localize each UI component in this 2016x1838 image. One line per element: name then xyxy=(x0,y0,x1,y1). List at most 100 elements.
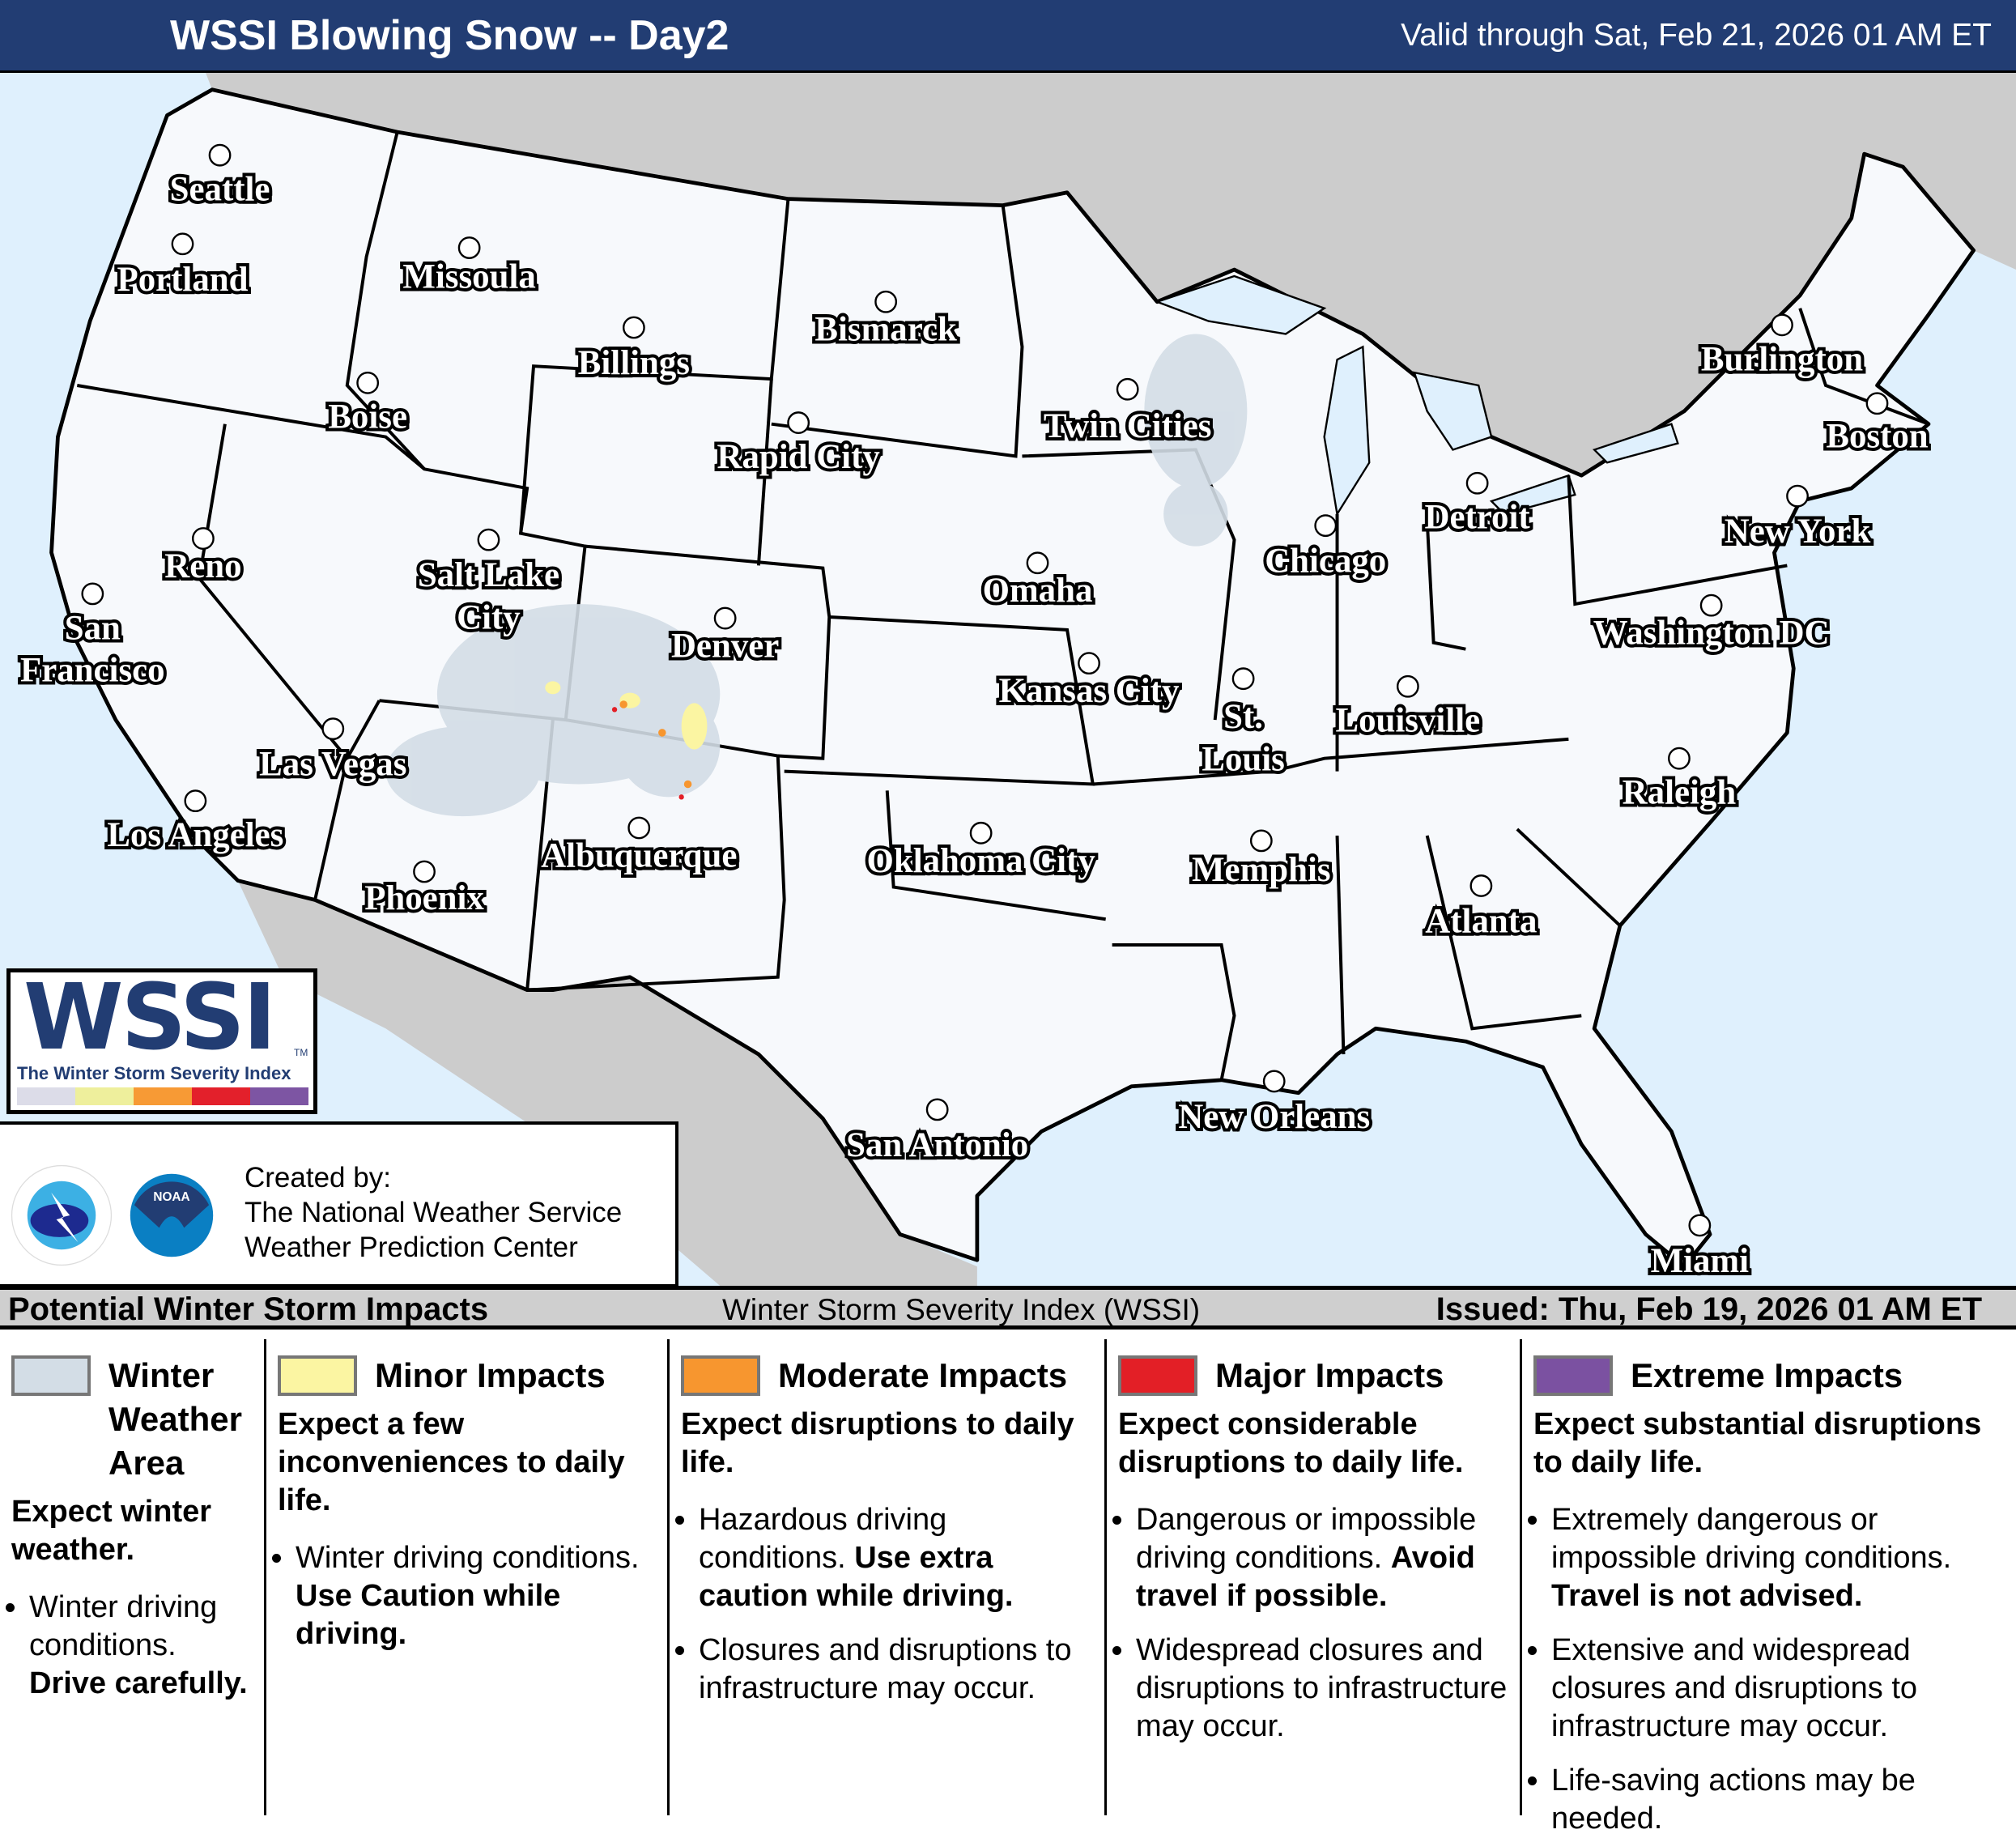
city-label: Atlanta xyxy=(1425,902,1537,940)
legend-swatch xyxy=(681,1355,760,1396)
city-label: Bismarck xyxy=(814,311,957,349)
wssi-logo: WSSI TM The Winter Storm Severity Index xyxy=(6,968,317,1114)
legend-column-minor-impacts: Minor Impacts Expect a few inconveniences… xyxy=(266,1339,670,1815)
legend-bullet: Winter driving conditions. Drive careful… xyxy=(29,1589,259,1703)
city-dot-icon xyxy=(457,236,481,259)
legend-heading: Potential Winter Storm Impacts xyxy=(8,1291,489,1327)
legend-category: Moderate Impacts xyxy=(778,1356,1068,1394)
city-san-francisco: San Francisco xyxy=(17,582,168,693)
city-reno: Reno xyxy=(161,527,245,589)
strip-swatch xyxy=(192,1087,250,1105)
legend-swatch xyxy=(278,1355,357,1396)
legend-bullet: Closures and disruptions to infrastructu… xyxy=(699,1632,1099,1708)
city-phoenix: Phoenix xyxy=(361,860,487,921)
city-dot-icon xyxy=(1396,674,1419,698)
legend-column-major-impacts: Major Impacts Expect considerable disrupt… xyxy=(1107,1339,1522,1815)
city-boise: Boise xyxy=(325,371,410,440)
bullet-text: Extremely dangerous or impossible drivin… xyxy=(1551,1503,1952,1575)
city-dot-icon xyxy=(1078,652,1100,675)
credit-box: NOAA Created by: The National Weather Se… xyxy=(0,1121,678,1287)
city-missoula: Missoula xyxy=(399,236,539,300)
city-dot-icon xyxy=(413,860,436,883)
city-label: Twin Cities xyxy=(1044,407,1212,445)
legend-category: Winter Weather Area xyxy=(108,1356,242,1482)
city-label: Louis xyxy=(1202,740,1284,778)
bullet-text: Winter driving conditions. xyxy=(29,1590,218,1662)
city-seattle: Seattle xyxy=(167,143,273,212)
bullet-text: Closures and disruptions to infrastructu… xyxy=(699,1633,1072,1705)
legend-category: Major Impacts xyxy=(1215,1356,1444,1394)
city-dot-icon xyxy=(1699,594,1723,617)
city-label: Oklahoma City xyxy=(867,842,1096,880)
city-new-york: New York xyxy=(1721,484,1874,554)
city-dot-icon xyxy=(192,527,215,550)
city-label: New York xyxy=(1725,513,1871,551)
city-burlington: Burlington xyxy=(1698,313,1866,381)
city-label: Kansas City xyxy=(999,672,1180,710)
city-dot-icon xyxy=(1231,667,1255,691)
city-label: Denver xyxy=(671,628,779,666)
city-dot-icon xyxy=(622,316,645,339)
color-strip xyxy=(17,1087,308,1105)
legend-column-extreme-impacts: Extreme Impacts Expect substantial disrup… xyxy=(1522,1339,2016,1836)
city-label: Francisco xyxy=(20,652,165,690)
city-twin-cities: Twin Cities xyxy=(1040,377,1214,449)
legend-column-moderate-impacts: Moderate Impacts Expect disruptions to da… xyxy=(670,1339,1107,1815)
city-kansas-city: Kansas City xyxy=(996,652,1183,713)
city-dot-icon xyxy=(81,582,104,606)
strip-swatch xyxy=(75,1087,134,1105)
city-label: City xyxy=(457,599,521,637)
credit-text: Created by: The National Weather Service… xyxy=(245,1160,622,1265)
city-label: Missoula xyxy=(402,258,535,296)
city-denver: Denver xyxy=(668,606,782,668)
legend-column-winter-weather-area: Winter Weather Area Expect winter weather… xyxy=(0,1339,266,1815)
city-dot-icon xyxy=(874,290,898,313)
canada-land xyxy=(206,73,2016,476)
minor-impact-areas xyxy=(545,681,708,750)
strip-swatch xyxy=(17,1087,75,1105)
city-label: Miami xyxy=(1651,1242,1750,1280)
lakes xyxy=(1154,274,1679,517)
city-las-vegas: Las Vegas xyxy=(256,717,410,787)
city-label: Washington DC xyxy=(1593,615,1830,653)
credit-line: Weather Prediction Center xyxy=(245,1232,578,1263)
city-dot-icon xyxy=(171,232,194,256)
legend-category: Extreme Impacts xyxy=(1631,1356,1903,1394)
city-washington-dc: Washington DC xyxy=(1590,594,1833,656)
city-label: Burlington xyxy=(1701,340,1863,378)
city-dot-icon xyxy=(356,371,380,394)
city-dot-icon xyxy=(713,606,737,630)
city-dot-icon xyxy=(477,528,500,551)
city-dot-icon xyxy=(208,143,232,167)
bullet-emphasis: Avoid travel if possible. xyxy=(1136,1541,1475,1613)
legend-bullet: Extremely dangerous or impossible drivin… xyxy=(1551,1501,2011,1615)
legend-title-bar: Potential Winter Storm Impacts Winter St… xyxy=(0,1286,2016,1330)
city-detroit: Detroit xyxy=(1422,471,1533,540)
strip-swatch xyxy=(134,1087,192,1105)
mexico-land xyxy=(237,880,977,1286)
city-dot-icon xyxy=(184,789,207,813)
legend-bullet: Winter driving conditions. Use Caution w… xyxy=(296,1539,662,1653)
legend-summary: Expect substantial disruptions to daily … xyxy=(1533,1407,1982,1479)
moderate-impact-areas xyxy=(619,700,692,789)
city-salt-lake-city: Salt Lake City xyxy=(415,528,563,640)
city-chicago: Chicago xyxy=(1261,514,1389,584)
city-bismarck: Bismarck xyxy=(811,290,960,352)
city-san-antonio: San Antonio xyxy=(843,1098,1031,1168)
bullet-text: Winter driving conditions. xyxy=(296,1541,640,1575)
bullet-emphasis: Travel is not advised. xyxy=(1551,1579,1863,1613)
legend-bullet: Life-saving actions may be needed. xyxy=(1551,1762,2011,1838)
city-label: St. xyxy=(1223,698,1263,736)
city-atlanta: Atlanta xyxy=(1422,874,1540,943)
city-dot-icon xyxy=(1668,747,1691,770)
city-louisville: Louisville xyxy=(1333,674,1483,743)
wssi-tagline: The Winter Storm Severity Index xyxy=(17,1063,291,1083)
legend-bullet: Extensive and widespread closures and di… xyxy=(1551,1632,2011,1746)
city-albuquerque: Albuquerque xyxy=(538,816,740,878)
city-dot-icon xyxy=(1771,313,1793,337)
bullet-text: Hazardous driving conditions. xyxy=(699,1503,947,1575)
legend-swatch xyxy=(1533,1355,1613,1396)
city-dot-icon xyxy=(1262,1070,1286,1093)
bullet-emphasis: Use Caution while driving. xyxy=(296,1579,561,1651)
city-label: Boston xyxy=(1826,418,1928,456)
